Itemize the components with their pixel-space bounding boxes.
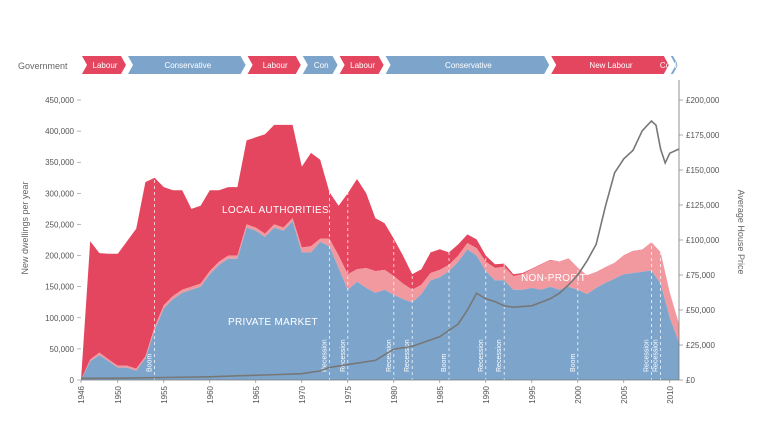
government-segment-3 — [302, 56, 338, 74]
x-tick-label-3: 1960 — [206, 385, 215, 403]
local-authorities-label: LOCAL AUTHORITIES — [222, 205, 329, 216]
government-label-7: Coalition — [660, 61, 691, 70]
price-line-layer — [80, 119, 680, 380]
right-tick-label-5: £125,000 — [686, 201, 720, 210]
left-tick-label-9: 450,000 — [45, 96, 74, 105]
event-markers: Boom Recession Recession Recession Recession… — [147, 90, 661, 380]
x-tick-label-8: 1985 — [436, 385, 445, 403]
right-tick-label-8: £200,000 — [686, 96, 720, 105]
left-tick-label-1: 50,000 — [50, 345, 75, 354]
government-label-2: Labour — [263, 61, 288, 70]
left-tick-label-5: 250,000 — [45, 220, 74, 229]
x-tick-label-2: 1955 — [160, 385, 169, 403]
x-tick-label-6: 1975 — [344, 385, 353, 403]
left-tick-label-7: 350,000 — [45, 158, 74, 167]
x-tick-label-4: 1965 — [252, 385, 261, 403]
event-label-8: Boom — [570, 354, 577, 372]
area-layers — [81, 124, 679, 381]
y-left-axis-label: New dwellings per year — [20, 181, 30, 274]
right-tick-label-4: £100,000 — [686, 236, 720, 245]
left-tick-label-0: 0 — [70, 376, 75, 385]
x-tick-label-12: 2005 — [620, 385, 629, 403]
government-segment-4 — [339, 56, 384, 74]
government-segment-7 — [670, 56, 678, 74]
right-axis: £0 £25,000 £50,000 £75,000 £100,000 £125,000 £… — [678, 80, 720, 385]
right-tick-label-1: £25,000 — [686, 341, 715, 350]
x-tick-label-5: 1970 — [298, 385, 307, 403]
non-profit-area — [81, 218, 679, 380]
left-tick-label-6: 300,000 — [45, 189, 74, 198]
private-market-label: PRIVATE MARKET — [228, 317, 318, 328]
government-segment-5 — [385, 56, 550, 74]
government-segment-2 — [247, 56, 301, 74]
x-tick-label-9: 1990 — [482, 385, 491, 403]
left-tick-label-8: 400,000 — [45, 127, 74, 136]
left-tick-label-3: 150,000 — [45, 283, 74, 292]
x-tick-label-13: 2010 — [666, 385, 675, 403]
house-price-line — [80, 119, 680, 380]
right-tick-label-0: £0 — [686, 376, 695, 385]
x-tick-label-1: 1950 — [114, 385, 123, 403]
event-label-7: Recession — [496, 339, 503, 372]
government-segment-6 — [551, 56, 669, 74]
x-tick-label-7: 1980 — [390, 385, 399, 403]
right-tick-label-6: £150,000 — [686, 166, 720, 175]
non-profit-label: NON-PROFIT — [521, 273, 586, 284]
private-market-area — [81, 221, 679, 380]
right-tick-label-7: £175,000 — [686, 131, 720, 140]
government-label-5: Conservative — [445, 61, 492, 70]
government-bar: Labour Conservative Labour Con Labour Conserv… — [82, 56, 691, 74]
x-tick-label-10: 1995 — [528, 385, 537, 403]
event-label-4: Recession — [404, 339, 411, 372]
government-row-label: Government — [18, 61, 68, 71]
event-label-1: Recession — [321, 339, 328, 372]
x-axis: 1946 1950 1955 1960 1965 1970 1975 1980 1985 1990… — [77, 379, 679, 404]
right-tick-label-3: £75,000 — [686, 271, 715, 280]
event-label-6: Recession — [478, 339, 485, 372]
x-tick-label-11: 2000 — [574, 385, 583, 403]
left-tick-label-2: 100,000 — [45, 314, 74, 323]
y-right-axis-label: Average House Price — [736, 190, 746, 275]
right-tick-label-2: £50,000 — [686, 306, 715, 315]
government-segment-0 — [82, 56, 126, 74]
left-tick-label-4: 200,000 — [45, 252, 74, 261]
x-tick-label-0: 1946 — [77, 385, 86, 403]
event-label-9: Recession — [643, 339, 650, 372]
event-label-3: Recession — [386, 339, 393, 372]
area-labels: LOCAL AUTHORITIES NON-PROFIT PRIVATE MAR… — [222, 205, 586, 328]
event-label-0: Boom — [147, 354, 154, 372]
local-authorities-area — [81, 124, 679, 381]
government-segment-1 — [128, 56, 246, 74]
government-label-0: Labour — [93, 61, 118, 70]
left-axis: 0 50,000 100,000 150,000 200,000 250,000 300,0… — [45, 96, 81, 385]
government-label-6: New Labour — [589, 61, 632, 70]
event-label-10: Recession — [653, 339, 660, 372]
government-label-4: Labour — [350, 61, 375, 70]
government-label-3: Con — [314, 61, 329, 70]
event-label-5: Boom — [441, 354, 448, 372]
event-label-2: Recession — [340, 339, 347, 372]
government-label-1: Conservative — [164, 61, 211, 70]
